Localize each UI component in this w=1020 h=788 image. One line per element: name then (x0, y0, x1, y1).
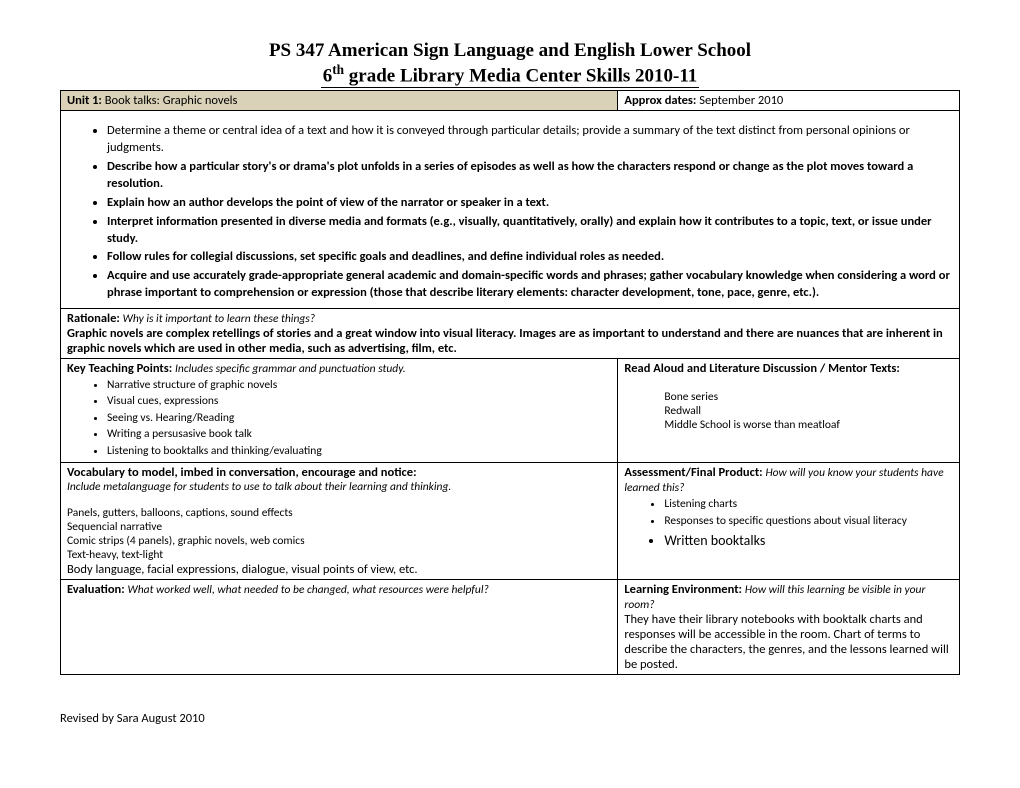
key-teaching-cell: Key Teaching Points: Includes specific g… (61, 359, 618, 463)
standard-item: Acquire and use accurately grade-appropr… (107, 268, 953, 302)
title-line-2-wrapper: 6th grade Library Media Center Skills 20… (60, 62, 960, 88)
standard-item: Interpret information presented in diver… (107, 214, 953, 248)
assess-item: Listening charts (664, 497, 953, 513)
rationale-question: Why is it important to learn these thing… (123, 312, 315, 326)
unit-cell: Unit 1: Book talks: Graphic novels (61, 91, 618, 111)
vocab-sub: Include metalanguage for students to use… (67, 480, 611, 494)
ktp-item: Writing a persusasive book talk (107, 427, 611, 441)
env-body: They have their library notebooks with b… (624, 612, 948, 672)
environment-cell: Learning Environment: How will this lear… (618, 579, 960, 674)
title2-post: grade Library Media Center Skills 2010-1… (344, 65, 697, 86)
dates-text: September 2010 (699, 93, 783, 108)
readaloud-item: Redwall (664, 404, 953, 418)
vocab-line: Panels, gutters, balloons, captions, sou… (67, 506, 611, 520)
vocab-line: Text-heavy, text-light (67, 548, 611, 562)
ktp-item: Narrative structure of graphic novels (107, 378, 611, 392)
standards-list: Determine a theme or central idea of a t… (67, 123, 953, 302)
ktp-list: Narrative structure of graphic novels Vis… (67, 378, 611, 458)
rationale-cell: Rationale: Why is it important to learn … (61, 309, 960, 359)
ktp-item: Seeing vs. Hearing/Reading (107, 411, 611, 425)
assessment-cell: Assessment/Final Product: How will you k… (618, 462, 960, 579)
rationale-label: Rationale: (67, 311, 123, 326)
readaloud-item: Middle School is worse than meatloaf (664, 418, 953, 432)
readaloud-item: Bone series (664, 390, 953, 404)
ktp-item: Listening to booktalks and thinking/eval… (107, 444, 611, 458)
curriculum-table: Unit 1: Book talks: Graphic novels Appro… (60, 90, 960, 675)
readaloud-cell: Read Aloud and Literature Discussion / M… (618, 359, 960, 463)
title2-sup: th (332, 62, 344, 77)
dates-label: Approx dates: (624, 93, 699, 108)
standards-cell: Determine a theme or central idea of a t… (61, 111, 960, 309)
assess-label: Assessment/Final Product: (624, 465, 765, 480)
evaluation-cell: Evaluation: What worked well, what neede… (61, 579, 618, 674)
vocab-line: Comic strips (4 panels), graphic novels,… (67, 534, 611, 548)
env-label: Learning Environment: (624, 582, 744, 597)
readaloud-label: Read Aloud and Literature Discussion / M… (624, 361, 899, 376)
standard-item: Determine a theme or central idea of a t… (107, 123, 953, 157)
vocab-last-line: Body language, facial expressions, dialo… (67, 562, 611, 577)
standard-item: Follow rules for collegial discussions, … (107, 249, 953, 266)
assess-item: Responses to specific questions about vi… (664, 514, 953, 530)
ktp-item: Visual cues, expressions (107, 394, 611, 408)
eval-sub: What worked well, what needed to be chan… (128, 583, 489, 597)
dates-cell: Approx dates: September 2010 (618, 91, 960, 111)
eval-label: Evaluation: (67, 582, 128, 597)
assess-list: Listening chartsResponses to specific qu… (624, 497, 953, 551)
standard-item: Explain how an author develops the point… (107, 195, 953, 212)
title-line-2: 6th grade Library Media Center Skills 20… (321, 62, 700, 88)
assess-item-emphasis: Written booktalks (664, 532, 953, 551)
rationale-body: Graphic novels are complex retellings of… (67, 326, 943, 356)
footer-text: Revised by Sara August 2010 (60, 711, 960, 726)
readaloud-list: Bone seriesRedwallMiddle School is worse… (624, 390, 953, 432)
vocab-line: Sequencial narrative (67, 520, 611, 534)
title-block: PS 347 American Sign Language and Englis… (60, 40, 960, 88)
unit-label: Unit 1: (67, 93, 105, 108)
standard-item: Describe how a particular story's or dra… (107, 159, 953, 193)
vocab-label: Vocabulary to model, imbed in conversati… (67, 465, 611, 480)
vocab-cell: Vocabulary to model, imbed in conversati… (61, 462, 618, 579)
unit-text: Book talks: Graphic novels (105, 93, 238, 108)
ktp-sub: Includes specific grammar and punctuatio… (175, 362, 406, 376)
title-line-1: PS 347 American Sign Language and Englis… (60, 40, 960, 62)
ktp-label: Key Teaching Points: (67, 361, 175, 376)
vocab-lines: Panels, gutters, balloons, captions, sou… (67, 506, 611, 562)
title2-pre: 6 (323, 65, 333, 86)
